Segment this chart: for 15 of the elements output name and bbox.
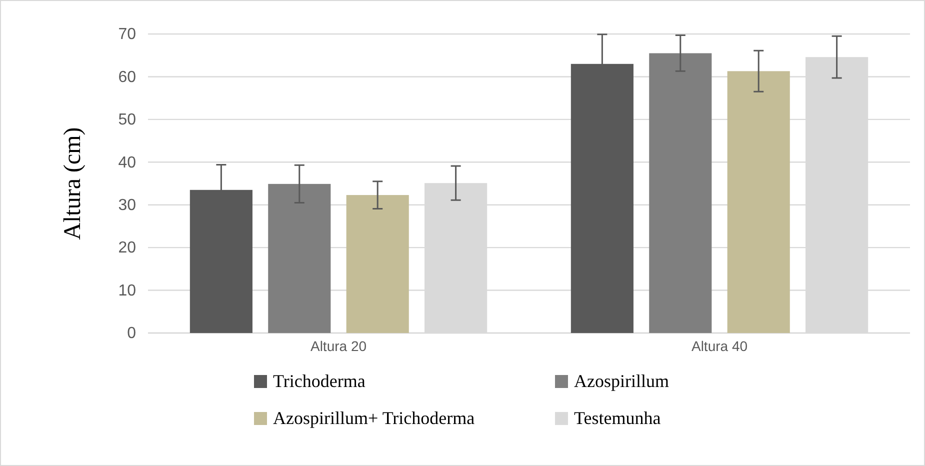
legend-label: Testemunha: [574, 408, 661, 428]
x-tick-label: Altura 20: [310, 338, 367, 354]
y-tick-label: 20: [118, 240, 136, 257]
y-axis-title: Altura (cm): [60, 127, 86, 240]
legend-label: Trichoderma: [273, 371, 366, 391]
y-tick-label: 60: [118, 68, 136, 86]
y-tick-label: 70: [118, 26, 136, 44]
y-tick-label: 10: [118, 282, 136, 300]
legend-label: Azospirillum+ Trichoderma: [273, 408, 475, 428]
y-tick-label: 30: [118, 196, 136, 214]
y-tick-label: 0: [127, 325, 136, 342]
legend-label: Azospirillum: [574, 371, 669, 391]
y-tick-label: 50: [118, 112, 136, 129]
y-tick-label: 40: [118, 154, 136, 172]
x-tick-label: Altura 40: [691, 338, 748, 354]
